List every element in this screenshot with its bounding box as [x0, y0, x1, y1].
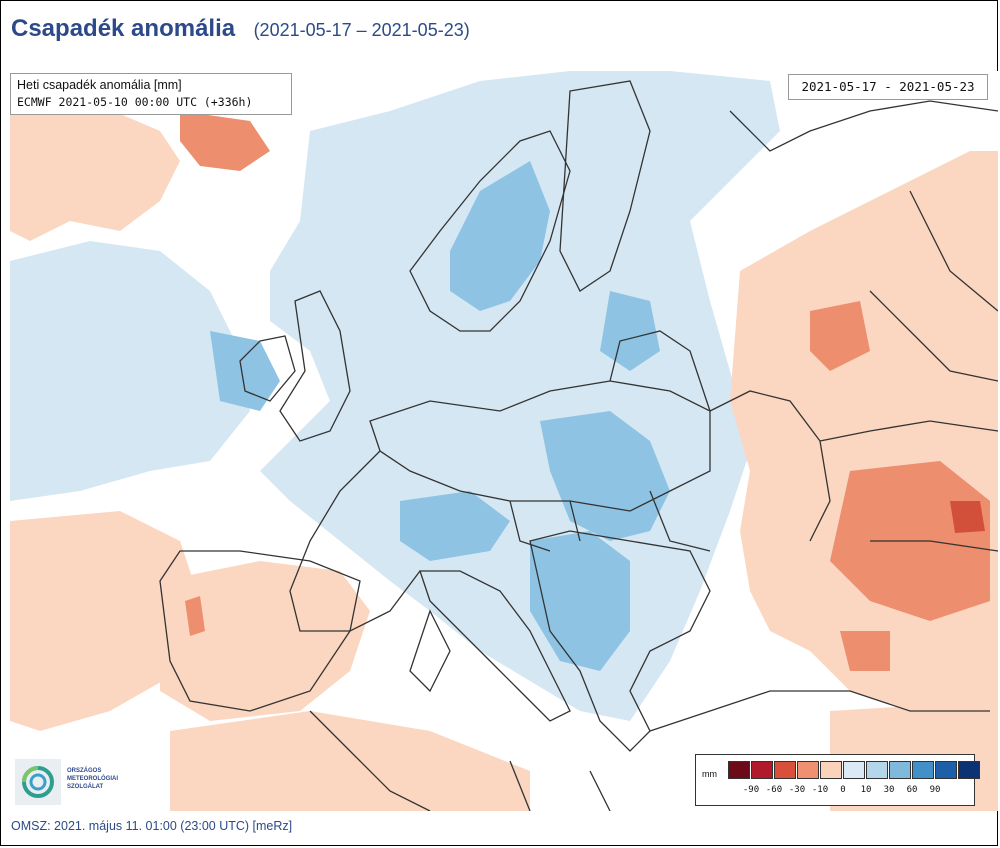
legend-swatch-5 — [843, 761, 865, 779]
legend-tick-label: -10 — [811, 785, 829, 795]
wet-zone-balkans — [530, 531, 630, 671]
legend-swatch-1 — [751, 761, 773, 779]
legend-swatch-0 — [728, 761, 750, 779]
dry-zone-atlantic-south — [10, 511, 200, 731]
logo-text: Országos Meteorológiai Szolgálat — [67, 767, 118, 791]
logo-line-1: Országos — [67, 768, 102, 774]
legend-tick-label: -30 — [788, 785, 806, 795]
wet-zone-scandinavia — [450, 161, 550, 311]
legend-tick-label: 10 — [860, 785, 872, 795]
dry-zone-portugal — [185, 596, 205, 636]
legend-tick-label: 90 — [929, 785, 941, 795]
logo-line-2: Meteorológiai — [67, 776, 118, 782]
map-svg — [10, 71, 998, 811]
legend-tick-label: 0 — [840, 785, 846, 795]
legend-swatch-4 — [820, 761, 842, 779]
omsz-logo: Országos Meteorológiai Szolgálat — [15, 759, 135, 805]
legend-swatch-2 — [774, 761, 796, 779]
color-legend: mm -90 -60 -30 -10 0 10 30 60 90 — [695, 754, 980, 806]
info-box-line-2: ECMWF 2021-05-10 00:00 UTC (+336h) — [17, 95, 253, 109]
wet-zone-ireland — [210, 331, 280, 411]
legend-swatch-3 — [797, 761, 819, 779]
legend-swatches — [728, 761, 981, 779]
dry-zone-atlantic-north — [10, 101, 180, 241]
dry-zone-turkey-spot — [840, 631, 890, 671]
dry-zone-iberia — [160, 561, 370, 721]
wet-zone-baltic — [600, 291, 660, 371]
legend-swatch-10 — [958, 761, 980, 779]
legend-ticks: -90 -60 -30 -10 0 10 30 60 90 — [728, 785, 978, 799]
legend-swatch-6 — [866, 761, 888, 779]
date-box: 2021-05-17 - 2021-05-23 — [788, 74, 988, 100]
legend-swatch-9 — [935, 761, 957, 779]
dry-zone-caucasus-core — [950, 501, 985, 533]
footer-text: OMSZ: 2021. május 11. 01:00 (23:00 UTC) … — [11, 819, 293, 833]
legend-swatch-7 — [889, 761, 911, 779]
wet-zone-atlantic — [10, 241, 250, 501]
info-box-line-1: Heti csapadék anomália [mm] — [17, 78, 182, 92]
dry-zone-iceland — [180, 111, 270, 171]
logo-line-3: Szolgálat — [67, 784, 104, 790]
dry-zone-north-africa — [170, 711, 530, 811]
legend-tick-label: 60 — [906, 785, 918, 795]
dry-zone-russia-spot — [810, 301, 870, 371]
page-date-range: (2021-05-17 – 2021-05-23) — [253, 20, 470, 40]
wet-zone-alps — [400, 491, 510, 561]
legend-tick-label: -90 — [742, 785, 760, 795]
legend-swatch-8 — [912, 761, 934, 779]
page-title: Csapadék anomália — [11, 15, 236, 42]
swirl-logo-icon — [15, 759, 61, 805]
info-box: Heti csapadék anomália [mm] ECMWF 2021-0… — [10, 73, 292, 115]
legend-tick-label: 30 — [883, 785, 895, 795]
legend-tick-label: -60 — [765, 785, 783, 795]
country-borders — [159, 80, 998, 811]
title-row: Csapadék anomália (2021-05-17 – 2021-05-… — [11, 15, 470, 51]
legend-unit: mm — [702, 769, 717, 779]
anomaly-map[interactable] — [10, 71, 998, 811]
wet-zone-europe — [260, 71, 780, 721]
